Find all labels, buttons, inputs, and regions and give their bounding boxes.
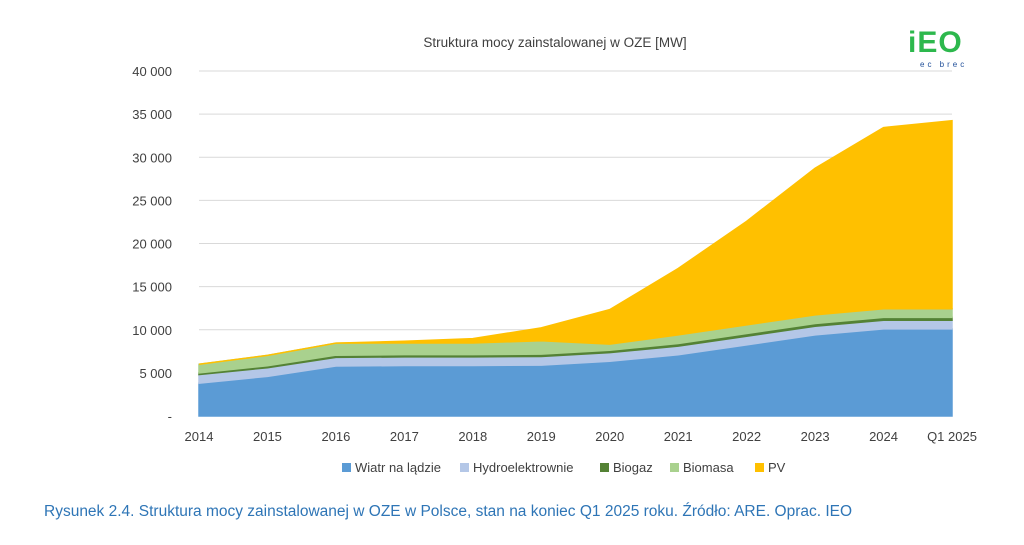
legend-label: Biogaz: [613, 460, 653, 475]
x-tick-label: 2024: [869, 429, 898, 444]
area-series-pv: [198, 119, 953, 365]
legend-item: Wiatr na lądzie: [342, 460, 441, 475]
legend-item: PV: [755, 460, 786, 475]
y-tick-label: 10 000: [132, 323, 172, 338]
legend-swatch: [755, 463, 764, 472]
legend: Wiatr na lądzie Hydroelektrownie Biogaz Bio…: [342, 460, 786, 475]
y-tick-label: 40 000: [132, 64, 172, 79]
areas: [198, 119, 953, 417]
legend-swatch: [600, 463, 609, 472]
y-tick-label: 15 000: [132, 280, 172, 295]
legend-swatch: [342, 463, 351, 472]
x-tick-label: 2014: [185, 429, 214, 444]
figure-caption: Rysunek 2.4. Struktura mocy zainstalowan…: [44, 503, 853, 520]
y-axis: - 5 000 10 000 15 000 20 000 25 000 30 000 35 0…: [132, 64, 172, 424]
y-tick-label: 20 000: [132, 237, 172, 252]
logo-text: iEO: [908, 26, 963, 59]
legend-item: Hydroelektrownie: [460, 460, 573, 475]
x-tick-label: 2023: [801, 429, 830, 444]
y-tick-label: 25 000: [132, 193, 172, 208]
x-tick-label: 2017: [390, 429, 419, 444]
legend-label: Hydroelektrownie: [473, 460, 573, 475]
x-tick-label: 2022: [732, 429, 761, 444]
x-tick-label: 2015: [253, 429, 282, 444]
y-tick-label: 35 000: [132, 107, 172, 122]
x-tick-label: 2016: [321, 429, 350, 444]
y-tick-label: -: [168, 409, 172, 424]
logo-subtext: ec brec: [920, 60, 968, 69]
x-tick-label: 2020: [595, 429, 624, 444]
y-tick-label: 5 000: [139, 366, 172, 381]
legend-item: Biogaz: [600, 460, 653, 475]
legend-item: Biomasa: [670, 460, 734, 475]
x-tick-label: 2021: [664, 429, 693, 444]
legend-label: Biomasa: [683, 460, 734, 475]
legend-swatch: [670, 463, 679, 472]
legend-swatch: [460, 463, 469, 472]
legend-label: PV: [768, 460, 786, 475]
x-tick-label: 2018: [458, 429, 487, 444]
x-tick-label: Q1 2025: [927, 429, 977, 444]
x-tick-label: 2019: [527, 429, 556, 444]
ieo-logo: iEO ec brec: [908, 28, 980, 72]
y-tick-label: 30 000: [132, 150, 172, 165]
chart-title: Struktura mocy zainstalowanej w OZE [MW]: [423, 35, 686, 50]
x-axis: 2014 2015 2016 2017 2018 2019 2020 2021 2022 2023…: [185, 429, 977, 444]
legend-label: Wiatr na lądzie: [355, 460, 441, 475]
